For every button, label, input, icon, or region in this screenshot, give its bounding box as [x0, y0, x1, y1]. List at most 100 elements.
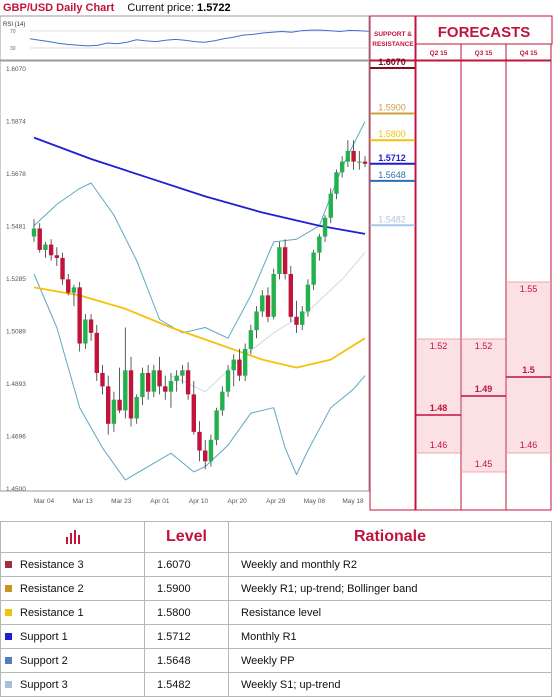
level-name: Resistance 3: [20, 558, 84, 571]
candle-body: [31, 228, 37, 237]
rsi-pane: [0, 15, 370, 61]
level-rationale: Weekly and monthly R2: [228, 552, 552, 577]
candle-body: [180, 370, 185, 376]
candle-body: [339, 161, 345, 173]
table-header-row: Level Rationale: [0, 521, 552, 553]
table-row: Resistance 3 1.6070 Weekly and monthly R2: [0, 552, 552, 577]
sr-level-label: 1.5900: [378, 102, 406, 112]
forecast-mid-label: 1.48: [430, 403, 448, 413]
candle-body: [88, 319, 94, 333]
level-color-swatch: [5, 585, 12, 593]
forecast-high-label: 1.55: [520, 284, 538, 294]
rsi-level-70: 70: [10, 29, 16, 35]
level-name-cell: Resistance 3: [0, 552, 145, 577]
y-tick-label: 1.4893: [6, 381, 26, 388]
sr-level-label: 1.5712: [378, 153, 406, 163]
level-value: 1.5482: [144, 672, 229, 697]
candle-body: [277, 247, 282, 274]
level-name-cell: Resistance 1: [0, 600, 145, 625]
x-tick-label: Apr 29: [266, 498, 286, 505]
sr-level-label: 1.5648: [378, 170, 406, 180]
level-color-swatch: [5, 633, 12, 641]
candle-body: [100, 372, 105, 387]
forecast-low-label: 1.46: [520, 440, 538, 450]
candle-body: [83, 319, 88, 344]
forecast-low-label: 1.45: [475, 459, 493, 469]
forecast-high-label: 1.52: [430, 341, 448, 351]
candle-body: [322, 217, 328, 237]
bollinger-mid-line: [170, 252, 366, 393]
chart-header: GBP/USD Daily Chart Current price: 1.572…: [0, 0, 370, 16]
x-tick-label: May 08: [304, 498, 326, 505]
forecast-mid-label: 1.49: [475, 384, 493, 394]
candle-body: [77, 287, 82, 344]
current-price-label: Current price:: [127, 2, 194, 14]
y-tick-label: 1.6070: [6, 66, 26, 73]
y-tick-label: 1.5089: [6, 328, 26, 335]
table-row: Support 1 1.5712 Monthly R1: [0, 624, 552, 649]
forecast-range-band: [417, 339, 460, 453]
candle-body: [271, 273, 276, 317]
level-value: 1.5900: [144, 576, 229, 601]
level-name: Support 3: [20, 678, 68, 691]
candle-body: [260, 295, 265, 312]
candle-body: [362, 161, 368, 164]
candle-body: [248, 330, 254, 349]
sr-panel: [369, 60, 416, 511]
candle-body: [140, 372, 145, 398]
candle-body: [237, 359, 242, 376]
table-header-rationale: Rationale: [228, 521, 552, 553]
y-tick-label: 1.5481: [6, 224, 26, 231]
candle-body: [168, 380, 174, 392]
y-tick-label: 1.4500: [6, 486, 26, 493]
rsi-level-30: 30: [10, 46, 16, 52]
sr-level-label: 1.5482: [378, 214, 406, 224]
candle-body: [105, 386, 111, 424]
level-rationale: Weekly R1; up-trend; Bollinger band: [228, 576, 552, 601]
candle-body: [208, 439, 214, 462]
rationale-table: Level Rationale Resistance 3 1.6070 Weekly…: [0, 521, 552, 697]
candle-body: [203, 450, 208, 462]
candle-body: [300, 311, 305, 325]
forecast-column-label: Q3 15: [475, 50, 493, 57]
candle-body: [128, 370, 134, 419]
x-tick-label: May 18: [342, 498, 364, 505]
level-name: Support 1: [20, 630, 68, 643]
x-tick-label: Apr 01: [150, 498, 170, 505]
x-tick-label: Apr 10: [189, 498, 209, 505]
x-tick-label: Mar 04: [34, 498, 55, 505]
level-color-swatch: [5, 609, 12, 617]
level-color-swatch: [5, 657, 12, 665]
candle-body: [214, 410, 219, 440]
candle-body: [37, 228, 42, 250]
candle-body: [334, 172, 339, 194]
level-name: Support 2: [20, 654, 68, 667]
forecast-column-label: Q4 15: [520, 50, 538, 57]
candle-body: [225, 370, 231, 392]
candle-body: [123, 370, 128, 411]
table-row: Support 3 1.5482 Weekly S1; up-trend: [0, 672, 552, 697]
candle-body: [48, 244, 54, 256]
candle-body: [71, 287, 77, 293]
candle-body: [220, 391, 225, 411]
sr-level-label: 1.5800: [378, 129, 406, 139]
bollinger-lower-line: [33, 273, 366, 481]
candle-body: [191, 394, 196, 432]
candle-body: [185, 370, 191, 395]
candle-body: [345, 150, 351, 162]
candle-body: [317, 236, 322, 253]
candle-body: [357, 161, 362, 163]
bollinger-upper-line: [33, 121, 366, 339]
candle-body: [157, 370, 162, 387]
chart-svg: RSI (14)70 30 1.6070 1.5874 1.5678 1.5481 1.52…: [0, 15, 553, 511]
sr-panel-header: [369, 15, 416, 61]
table-row: Resistance 1 1.5800 Resistance level: [0, 600, 552, 625]
candle-body: [311, 252, 316, 285]
candle-body: [145, 372, 151, 392]
current-price-value: 1.5722: [197, 2, 231, 14]
level-name-cell: Support 3: [0, 672, 145, 697]
rsi-line: [29, 29, 370, 47]
candle-body: [197, 431, 202, 451]
level-name-cell: Support 2: [0, 648, 145, 673]
candle-body: [328, 193, 333, 218]
